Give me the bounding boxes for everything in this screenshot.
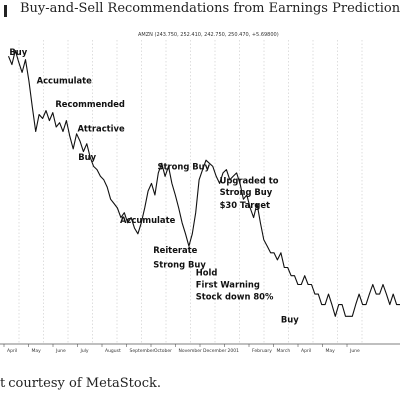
x-tick-label: 2001 [228, 348, 240, 354]
x-tick-label: April [301, 348, 311, 354]
source-caption: t courtesy of MetaStock. [0, 376, 161, 391]
x-tick-label: October [154, 348, 172, 354]
annotation-label: Buy [78, 152, 96, 162]
price-line [7, 49, 400, 317]
x-tick-label: April [7, 348, 17, 354]
x-tick-label: June [55, 348, 66, 354]
annotation-label: Stock down 80% [196, 291, 274, 301]
annotation-label: Strong Buy [220, 187, 273, 197]
annotation-label: Accumulate [37, 76, 93, 86]
chart-inner-title: AMZN (243.750, 252.410, 242.750, 250.470… [138, 32, 279, 38]
annotation-label: Strong Buy [157, 162, 210, 172]
annotation-label: Recommended [55, 99, 125, 109]
annotation-label: Attractive [77, 124, 125, 134]
x-tick-label: November [179, 348, 203, 354]
price-chart: AMZN (243.750, 252.410, 242.750, 250.470… [0, 26, 400, 366]
caption-prefix: t [0, 376, 6, 391]
price-chart-svg: AMZN (243.750, 252.410, 242.750, 250.470… [0, 32, 400, 354]
chart-title: Buy-and-Sell Recommendations from Earnin… [20, 1, 400, 16]
x-tick-label: June [349, 348, 360, 354]
x-tick-label: May [326, 348, 336, 354]
x-tick-label: December [203, 348, 226, 354]
header-marker [4, 5, 7, 17]
x-tick-label: August [105, 348, 121, 354]
x-tick-label: September [130, 348, 155, 354]
annotation-label: Upgraded to [220, 175, 279, 185]
annotation-label: Accumulate [120, 215, 176, 225]
annotation-label: Buy [281, 315, 299, 325]
annotation-label: $30 Target [220, 200, 271, 210]
annotation-label: First Warning [196, 279, 260, 289]
chart-header: Buy-and-Sell Recommendations from Earnin… [0, 0, 400, 26]
x-tick-label: July [80, 348, 89, 354]
annotation-label: Strong Buy [153, 260, 206, 270]
caption-text: courtesy of MetaStock. [8, 376, 161, 391]
annotation-label: Buy [9, 47, 27, 57]
annotation-label: Reiterate [153, 245, 197, 255]
x-tick-label: February [252, 348, 272, 354]
x-tick-label: March [277, 348, 291, 354]
x-tick-label: May [32, 348, 42, 354]
annotation-label: Hold [196, 268, 218, 278]
